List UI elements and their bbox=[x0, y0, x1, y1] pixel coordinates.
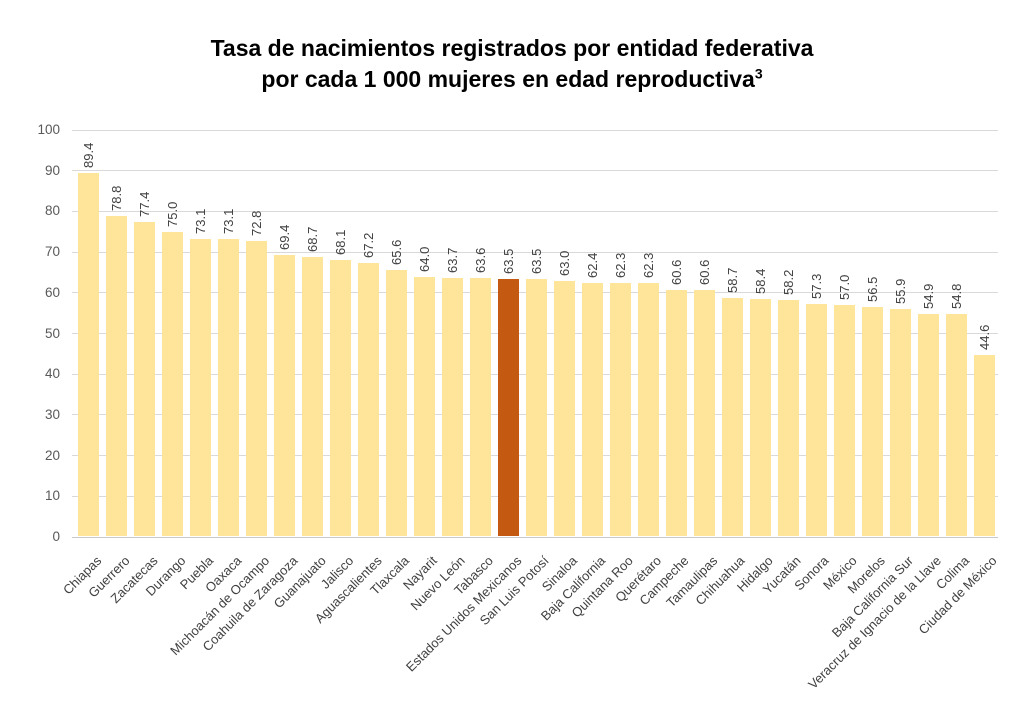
bar-highlighted bbox=[498, 279, 520, 536]
value-label: 60.6 bbox=[668, 259, 684, 285]
value-label: 57.0 bbox=[836, 274, 852, 300]
bar bbox=[218, 239, 240, 536]
value-label: 68.1 bbox=[333, 229, 349, 255]
bar bbox=[973, 355, 995, 536]
bar bbox=[637, 283, 659, 536]
bar bbox=[749, 299, 771, 536]
y-tick-label: 0 bbox=[52, 529, 60, 544]
gridline bbox=[72, 170, 998, 172]
value-label: 63.5 bbox=[529, 248, 544, 274]
value-label: 63.0 bbox=[556, 250, 572, 276]
value-label: 63.6 bbox=[473, 247, 489, 273]
bar bbox=[777, 300, 799, 536]
y-tick-label: 60 bbox=[44, 284, 60, 300]
value-label: 65.6 bbox=[389, 239, 405, 265]
gridline bbox=[72, 129, 998, 131]
value-label: 54.9 bbox=[920, 283, 936, 309]
y-tick-label: 70 bbox=[44, 244, 60, 260]
value-label: 69.4 bbox=[277, 224, 293, 250]
chart-title-line1: Tasa de nacimientos registrados por enti… bbox=[210, 35, 814, 61]
bar bbox=[162, 232, 184, 536]
gridline bbox=[72, 210, 998, 212]
chart-title-line2: por cada 1 000 mujeres en edad reproduct… bbox=[261, 66, 755, 92]
y-tick-label: 10 bbox=[44, 488, 60, 504]
y-tick-label: 90 bbox=[44, 162, 60, 178]
bar bbox=[581, 283, 603, 536]
value-label: 73.1 bbox=[193, 208, 209, 234]
bar bbox=[414, 277, 436, 536]
bar bbox=[665, 290, 687, 536]
value-label: 55.9 bbox=[892, 278, 908, 304]
y-tick-label: 50 bbox=[44, 325, 60, 341]
value-label: 58.2 bbox=[780, 269, 796, 295]
bar bbox=[470, 278, 492, 536]
bar bbox=[805, 304, 827, 536]
bar bbox=[246, 241, 268, 536]
value-label: 75.0 bbox=[165, 201, 181, 227]
value-label: 58.4 bbox=[752, 268, 768, 294]
bar bbox=[302, 257, 324, 536]
bar bbox=[889, 309, 911, 536]
y-tick-label: 40 bbox=[44, 366, 60, 382]
bar bbox=[442, 278, 464, 536]
value-label: 78.8 bbox=[109, 185, 125, 211]
x-axis-line bbox=[72, 536, 998, 538]
bar bbox=[386, 270, 408, 536]
value-label: 62.4 bbox=[584, 252, 600, 278]
y-tick-label: 30 bbox=[44, 406, 60, 422]
value-label: 54.8 bbox=[948, 283, 964, 309]
value-label: 63.5 bbox=[501, 248, 517, 274]
value-label: 44.6 bbox=[976, 324, 992, 350]
value-label: 67.2 bbox=[361, 232, 377, 258]
bar bbox=[526, 279, 547, 536]
value-label: 62.3 bbox=[640, 252, 656, 278]
value-label: 60.6 bbox=[696, 259, 712, 285]
y-tick-label: 100 bbox=[37, 122, 60, 137]
value-label: 63.7 bbox=[445, 247, 461, 273]
bar bbox=[190, 239, 212, 536]
value-label: 73.1 bbox=[221, 208, 237, 234]
chart-title-footnote-marker: 3 bbox=[754, 65, 763, 82]
bar bbox=[358, 263, 380, 536]
bar bbox=[330, 260, 352, 536]
value-label: 64.0 bbox=[417, 246, 433, 272]
bar bbox=[106, 216, 128, 536]
bar bbox=[78, 173, 100, 536]
bar bbox=[833, 305, 855, 536]
y-tick-label: 80 bbox=[44, 203, 60, 219]
bar bbox=[693, 290, 715, 536]
bar bbox=[945, 314, 967, 536]
bar bbox=[553, 281, 575, 536]
value-label: 89.4 bbox=[81, 142, 97, 168]
value-label: 72.8 bbox=[249, 210, 265, 236]
bar bbox=[134, 222, 156, 536]
value-label: 62.3 bbox=[612, 252, 628, 278]
bar bbox=[609, 283, 631, 536]
value-label: 77.4 bbox=[137, 191, 153, 217]
bar bbox=[721, 298, 743, 536]
chart-title: Tasa de nacimientos registrados por enti… bbox=[0, 33, 1024, 95]
bar bbox=[917, 314, 939, 536]
value-label: 58.7 bbox=[724, 267, 740, 293]
value-label: 56.5 bbox=[864, 276, 880, 302]
value-label: 57.3 bbox=[808, 273, 824, 299]
bar bbox=[274, 255, 296, 536]
gridline bbox=[72, 251, 998, 253]
bar bbox=[861, 307, 883, 536]
value-label: 68.7 bbox=[305, 226, 321, 252]
y-tick-label: 20 bbox=[44, 447, 60, 463]
